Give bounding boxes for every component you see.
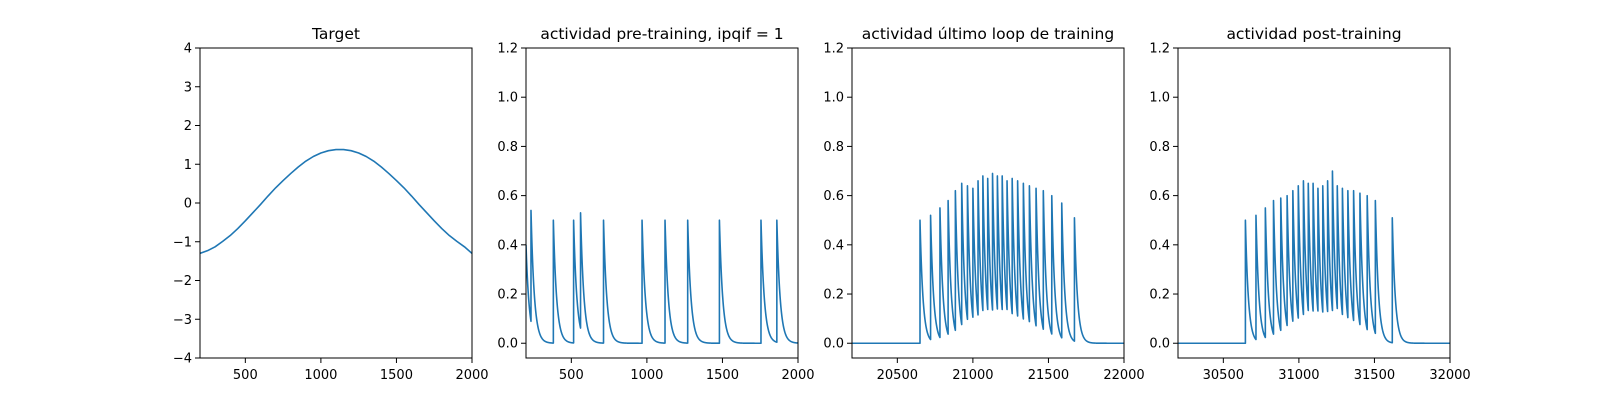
y-tick-label: 0.8 [497,140,518,155]
x-tick-label: 1000 [630,368,663,383]
x-tick-label: 500 [559,368,584,383]
y-tick-label: 0.0 [1149,337,1170,352]
subplot-title: actividad último loop de training [862,25,1114,43]
x-tick-label: 1500 [706,368,739,383]
y-tick-label: 2 [184,119,192,134]
subplot-title: actividad post-training [1226,25,1401,43]
series-line-1 [526,209,798,345]
subplot-3: 20500 21000 21500 22000 0.0 0.2 0.4 0.6 0.8 1.0 1.… [823,25,1144,383]
y-tick-label: 1.2 [497,42,518,57]
y-tick-label: 1.2 [1149,42,1170,57]
x-tick-label: 32000 [1429,368,1470,383]
subplot-title: Target [311,25,360,43]
series-line-1 [852,172,1124,345]
subplot-grid: 500 1000 1500 2000 −4 −3 −2 −1 0 1 2 3 4 Target 500 100… [173,25,1471,383]
y-tick-label: 0.6 [497,189,518,204]
y-tick-label: 0 [184,197,192,212]
x-tick-label: 31000 [1278,368,1319,383]
y-tick-label: 3 [184,80,192,95]
x-tick-label: 2000 [455,368,488,383]
x-tick-label: 30500 [1203,368,1244,383]
x-tick-label: 21000 [952,368,993,383]
y-tick-label: 1.0 [1149,91,1170,106]
axes-frame [525,47,799,359]
x-tick-label: 22000 [1103,368,1144,383]
y-tick-label: 0.4 [1149,238,1170,253]
y-tick-label: −1 [173,235,192,250]
y-tick-label: 1 [184,158,192,173]
y-tick-label: 0.6 [823,189,844,204]
y-tick-label: 0.2 [823,288,844,303]
x-tick-label: 1500 [380,368,413,383]
y-tick-label: 1.2 [823,42,844,57]
y-tick-label: 0.4 [823,238,844,253]
series-line-1 [200,148,472,255]
x-tick-label: 20500 [877,368,918,383]
subplot-2: 500 1000 1500 2000 0.0 0.2 0.4 0.6 0.8 1.0 1.2 acti… [497,25,814,383]
y-tick-label: 0.0 [823,337,844,352]
x-tick-label: 500 [233,368,258,383]
y-tick-label: −3 [173,313,192,328]
y-tick-label: 0.2 [1149,288,1170,303]
series-line-1 [1178,170,1450,345]
y-tick-label: 0.4 [497,238,518,253]
y-tick-label: 1.0 [823,91,844,106]
y-tick-label: 0.8 [1149,140,1170,155]
y-tick-label: 0.6 [1149,189,1170,204]
y-tick-label: 1.0 [497,91,518,106]
y-tick-label: −2 [173,274,192,289]
y-tick-label: 0.8 [823,140,844,155]
y-tick-label: 0.2 [497,288,518,303]
axes-frame [851,47,1125,359]
y-tick-label: −4 [173,352,192,367]
subplot-title: actividad pre-training, ipqif = 1 [540,25,783,43]
axes-frame [1177,47,1451,359]
x-tick-label: 2000 [781,368,814,383]
x-tick-label: 1000 [304,368,337,383]
x-tick-label: 31500 [1354,368,1395,383]
x-tick-label: 21500 [1028,368,1069,383]
y-tick-label: 0.0 [497,337,518,352]
subplot-4: 30500 31000 31500 32000 0.0 0.2 0.4 0.6 0.8 1.0 1.… [1149,25,1470,383]
y-tick-label: 4 [184,42,192,57]
subplot-1: 500 1000 1500 2000 −4 −3 −2 −1 0 1 2 3 4 Target [173,25,489,383]
